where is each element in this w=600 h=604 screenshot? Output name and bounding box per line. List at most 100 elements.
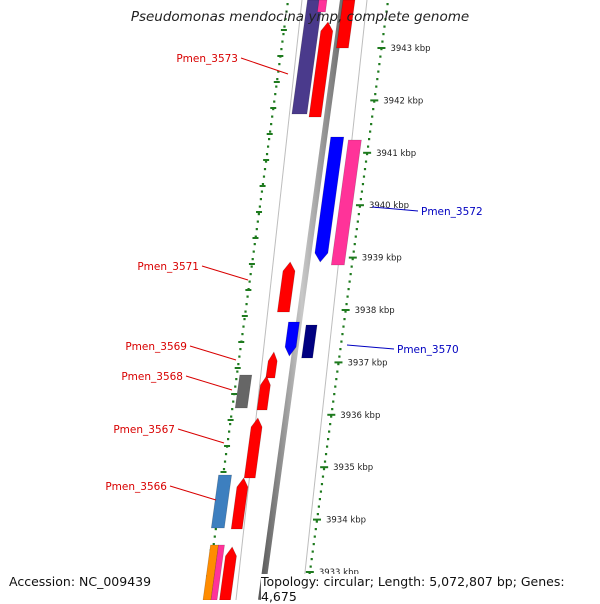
tick-dot-left xyxy=(273,100,276,103)
gene-pmen-3570-navy[interactable] xyxy=(301,324,318,359)
tick-dot-left xyxy=(228,430,231,433)
tick-dot-right xyxy=(310,558,313,561)
scale-tick-label: 3934 kbp xyxy=(326,516,366,526)
tick-dot-right xyxy=(318,498,322,501)
tick-dot-right xyxy=(332,400,335,403)
scale-tick-label: 3935 kbp xyxy=(333,463,373,473)
tick-dot-right xyxy=(371,115,374,118)
tick-dot-left xyxy=(270,123,273,126)
tick-dot-left xyxy=(246,295,249,298)
tick-dot-left xyxy=(234,385,237,388)
gene-label-leader xyxy=(201,265,249,281)
gene-label-leader xyxy=(169,485,217,501)
tick-dot-right xyxy=(360,190,364,193)
tick-dot-right xyxy=(379,55,382,58)
tick-dot-left xyxy=(235,378,238,381)
tick-dot-right xyxy=(314,528,317,531)
gene-label[interactable]: Pmen_3572 xyxy=(421,206,483,218)
tick-dot-right xyxy=(342,325,345,328)
tick-dot-right xyxy=(381,40,384,43)
tick-dot-right xyxy=(383,25,386,28)
tick-dot-left xyxy=(281,40,284,43)
gene-red-top[interactable] xyxy=(336,0,356,49)
gene-red-3566[interactable] xyxy=(230,477,249,530)
tick-dot-right xyxy=(336,370,339,373)
tick-dot-left xyxy=(276,78,279,81)
scale-tick-label: 3941 kbp xyxy=(376,149,416,159)
tick-dot-right xyxy=(384,18,387,21)
gene-pmen-3566[interactable] xyxy=(210,474,232,529)
gene-pmen-3568[interactable] xyxy=(234,374,253,409)
tick-dot-right xyxy=(373,100,376,103)
tick-dot-right xyxy=(346,295,349,298)
tick-dot-right xyxy=(313,535,316,538)
gene-label[interactable]: Pmen_3567 xyxy=(113,424,175,436)
tick-dot-left xyxy=(238,355,241,358)
gene-label[interactable]: Pmen_3571 xyxy=(137,261,199,273)
scale-tick-label: 3939 kbp xyxy=(362,254,402,264)
gene-pmen-3569[interactable] xyxy=(265,351,278,379)
tick-dot-right xyxy=(330,415,333,418)
tick-dot-left xyxy=(283,25,286,28)
tick-dot-right xyxy=(331,408,334,411)
tick-dot-right xyxy=(349,273,352,276)
tick-dot-right xyxy=(325,445,329,448)
gene-pink-3572[interactable] xyxy=(330,139,362,266)
scale-tick-label: 3942 kbp xyxy=(383,96,423,106)
tick-dot-right xyxy=(323,460,327,463)
gene-label[interactable]: Pmen_3568 xyxy=(121,371,183,383)
tick-dot-right xyxy=(361,183,365,186)
gene-layer xyxy=(202,0,362,600)
tick-dot-right xyxy=(321,475,325,478)
gene-label[interactable]: Pmen_3569 xyxy=(125,341,187,353)
gene-label-leader xyxy=(346,344,395,350)
tick-dot-right xyxy=(369,130,372,133)
tick-dot-left xyxy=(253,243,256,246)
tick-dot-left xyxy=(256,220,259,223)
gene-label[interactable]: Pmen_3570 xyxy=(397,344,459,356)
scale-tick-label: 3938 kbp xyxy=(355,306,395,316)
gene-pmen-3567[interactable] xyxy=(243,417,263,479)
tick-dot-left xyxy=(214,528,217,531)
tick-dot-right xyxy=(364,160,368,163)
tick-dot-left xyxy=(259,198,263,201)
tick-dot-left xyxy=(261,183,265,186)
gene-red-3568[interactable] xyxy=(256,375,271,411)
tick-dot-left xyxy=(262,175,266,178)
tick-dot-right xyxy=(354,235,357,238)
page-title: Pseudomonas mendocina ymp, complete geno… xyxy=(130,9,470,25)
tick-dot-left xyxy=(229,423,232,426)
gene-red-upper[interactable] xyxy=(308,21,334,118)
scale-tick-label: 3943 kbp xyxy=(390,44,430,54)
gene-pink-top[interactable] xyxy=(317,0,328,13)
gene-pmen-3572[interactable] xyxy=(314,136,345,263)
tick-dot-right xyxy=(320,483,324,486)
gene-pmen-3573[interactable] xyxy=(291,0,323,115)
tick-dot-right xyxy=(340,340,343,343)
tick-dot-left xyxy=(212,543,215,546)
tick-dot-left xyxy=(250,265,253,268)
tick-dot-left xyxy=(268,138,271,141)
gene-label[interactable]: Pmen_3566 xyxy=(105,481,167,493)
tick-dot-left xyxy=(223,460,227,463)
tick-dot-right xyxy=(370,123,373,126)
gene-pmen-3571[interactable] xyxy=(277,261,296,313)
gene-label[interactable]: Pmen_3573 xyxy=(176,53,238,65)
gene-label-layer: Pmen_3573 Pmen_3572 Pmen_3571 Pmen_3570 Pmen… xyxy=(105,53,483,501)
tick-dot-left xyxy=(237,363,240,366)
gene-red-bottom[interactable] xyxy=(219,546,237,600)
tick-dot-left xyxy=(275,85,278,88)
tick-dot-right xyxy=(344,310,347,313)
gene-orange-bottom[interactable] xyxy=(202,544,219,600)
tick-dot-right xyxy=(338,355,341,358)
tick-dot-right xyxy=(343,318,346,321)
scale-tick-label: 3940 kbp xyxy=(369,201,409,211)
tick-dot-right xyxy=(386,3,389,6)
gene-pink-bottom[interactable] xyxy=(210,544,225,600)
tick-dot-left xyxy=(264,160,268,163)
gene-pmen-3570-blue[interactable] xyxy=(284,321,300,357)
tick-dot-right xyxy=(362,175,366,178)
tick-layer: 3943 kbp 3942 kbp 3941 kbp 3940 kbp 3939 kbp… xyxy=(305,44,431,578)
tick-dot-left xyxy=(260,190,264,193)
scale-tick-label: 3936 kbp xyxy=(340,411,380,421)
